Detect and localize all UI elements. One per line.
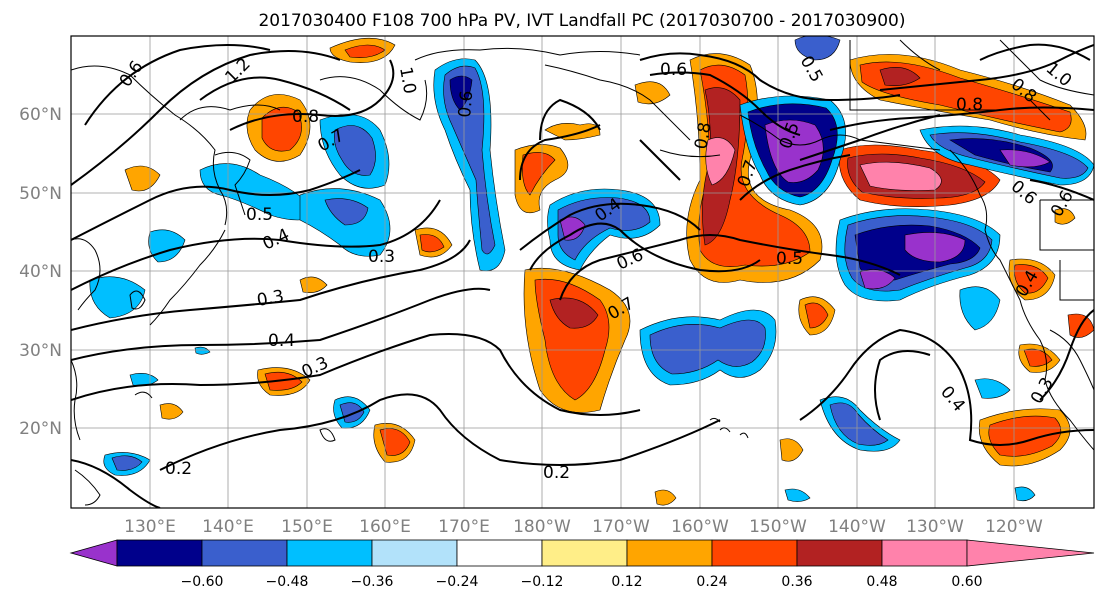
contour-label: 0.8: [691, 121, 715, 151]
lon-label: 140°W: [828, 517, 886, 537]
colorbar-swatch: [881, 539, 968, 567]
colorbar-swatch: [201, 539, 288, 567]
colorbar-swatch: [626, 539, 713, 567]
contour-label: 0.3: [368, 247, 395, 267]
lon-label: 140°E: [202, 517, 254, 537]
map-frame: [70, 35, 1095, 509]
lon-label: 160°E: [359, 517, 411, 537]
colorbar-tick: 0.12: [611, 574, 642, 590]
contour-label: 1.0: [395, 65, 419, 95]
lon-label: 130°E: [124, 517, 176, 537]
colorbar-swatch: [711, 539, 798, 567]
lon-label: 170°E: [438, 517, 490, 537]
colorbar-tick: −0.36: [351, 574, 394, 590]
colorbar-tick: 0.36: [781, 574, 812, 590]
colorbar-tick: 0.60: [951, 574, 982, 590]
contour-label: 0.2: [543, 463, 570, 483]
colorbar-tick: −0.48: [266, 574, 309, 590]
shaded-anomalies: [89, 36, 1094, 506]
coastlines: [71, 39, 1094, 506]
contour-label: 0.4: [268, 331, 295, 351]
colorbar-tick: −0.12: [521, 574, 564, 590]
graticule: [71, 36, 1094, 508]
contour-label: 0.3: [255, 287, 285, 311]
colorbar-tick: −0.24: [436, 574, 479, 590]
lat-label: 40°N: [19, 262, 62, 282]
contour-label: 0.6: [455, 90, 477, 119]
contour-label: 0.8: [956, 95, 983, 115]
longitude-labels: 130°E 140°E 150°E 160°E 170°E 180°W 170°…: [124, 517, 1043, 537]
map-panel: 0.6 1.2 1.0 0.8 0.7 0.6 0.5 0.4 0.3 0.3 …: [71, 36, 1094, 508]
colorbar-tick: 0.48: [866, 574, 897, 590]
lon-label: 180°W: [513, 517, 571, 537]
contour-label: 0.8: [292, 107, 319, 127]
lon-label: 170°W: [592, 517, 650, 537]
pv-contours: [71, 43, 1094, 508]
colorbar-tick: −0.60: [181, 574, 224, 590]
latitude-labels: 60°N 50°N 40°N 30°N 20°N: [19, 105, 62, 439]
contour-label: 0.6: [660, 60, 687, 80]
lat-label: 20°N: [19, 419, 62, 439]
lon-label: 120°W: [985, 517, 1043, 537]
lon-label: 150°E: [281, 517, 333, 537]
lon-label: 160°W: [671, 517, 729, 537]
contour-label: 0.5: [776, 249, 803, 269]
colorbar-swatch: [116, 539, 203, 567]
lat-label: 60°N: [19, 105, 62, 125]
contour-label: 0.2: [165, 459, 192, 479]
colorbar: [69, 539, 1095, 567]
colorbar-tick: 0.24: [696, 574, 727, 590]
lat-label: 50°N: [19, 184, 62, 204]
colorbar-swatch: [371, 539, 458, 567]
colorbar-arrow-high: [966, 539, 1095, 567]
colorbar-swatch: [286, 539, 373, 567]
lon-label: 130°W: [906, 517, 964, 537]
colorbar-swatch: [541, 539, 628, 567]
figure-title: 2017030400 F108 700 hPa PV, IVT Landfall…: [258, 11, 905, 31]
contour-label: 0.5: [246, 205, 273, 225]
colorbar-swatch: [456, 539, 543, 567]
colorbar-ticks: −0.60 −0.48 −0.36 −0.24 −0.12 0.12 0.24 …: [181, 574, 983, 590]
colorbar-swatch: [796, 539, 883, 567]
lon-label: 150°W: [749, 517, 807, 537]
lat-label: 30°N: [19, 341, 62, 361]
colorbar-arrow-low: [69, 539, 118, 567]
